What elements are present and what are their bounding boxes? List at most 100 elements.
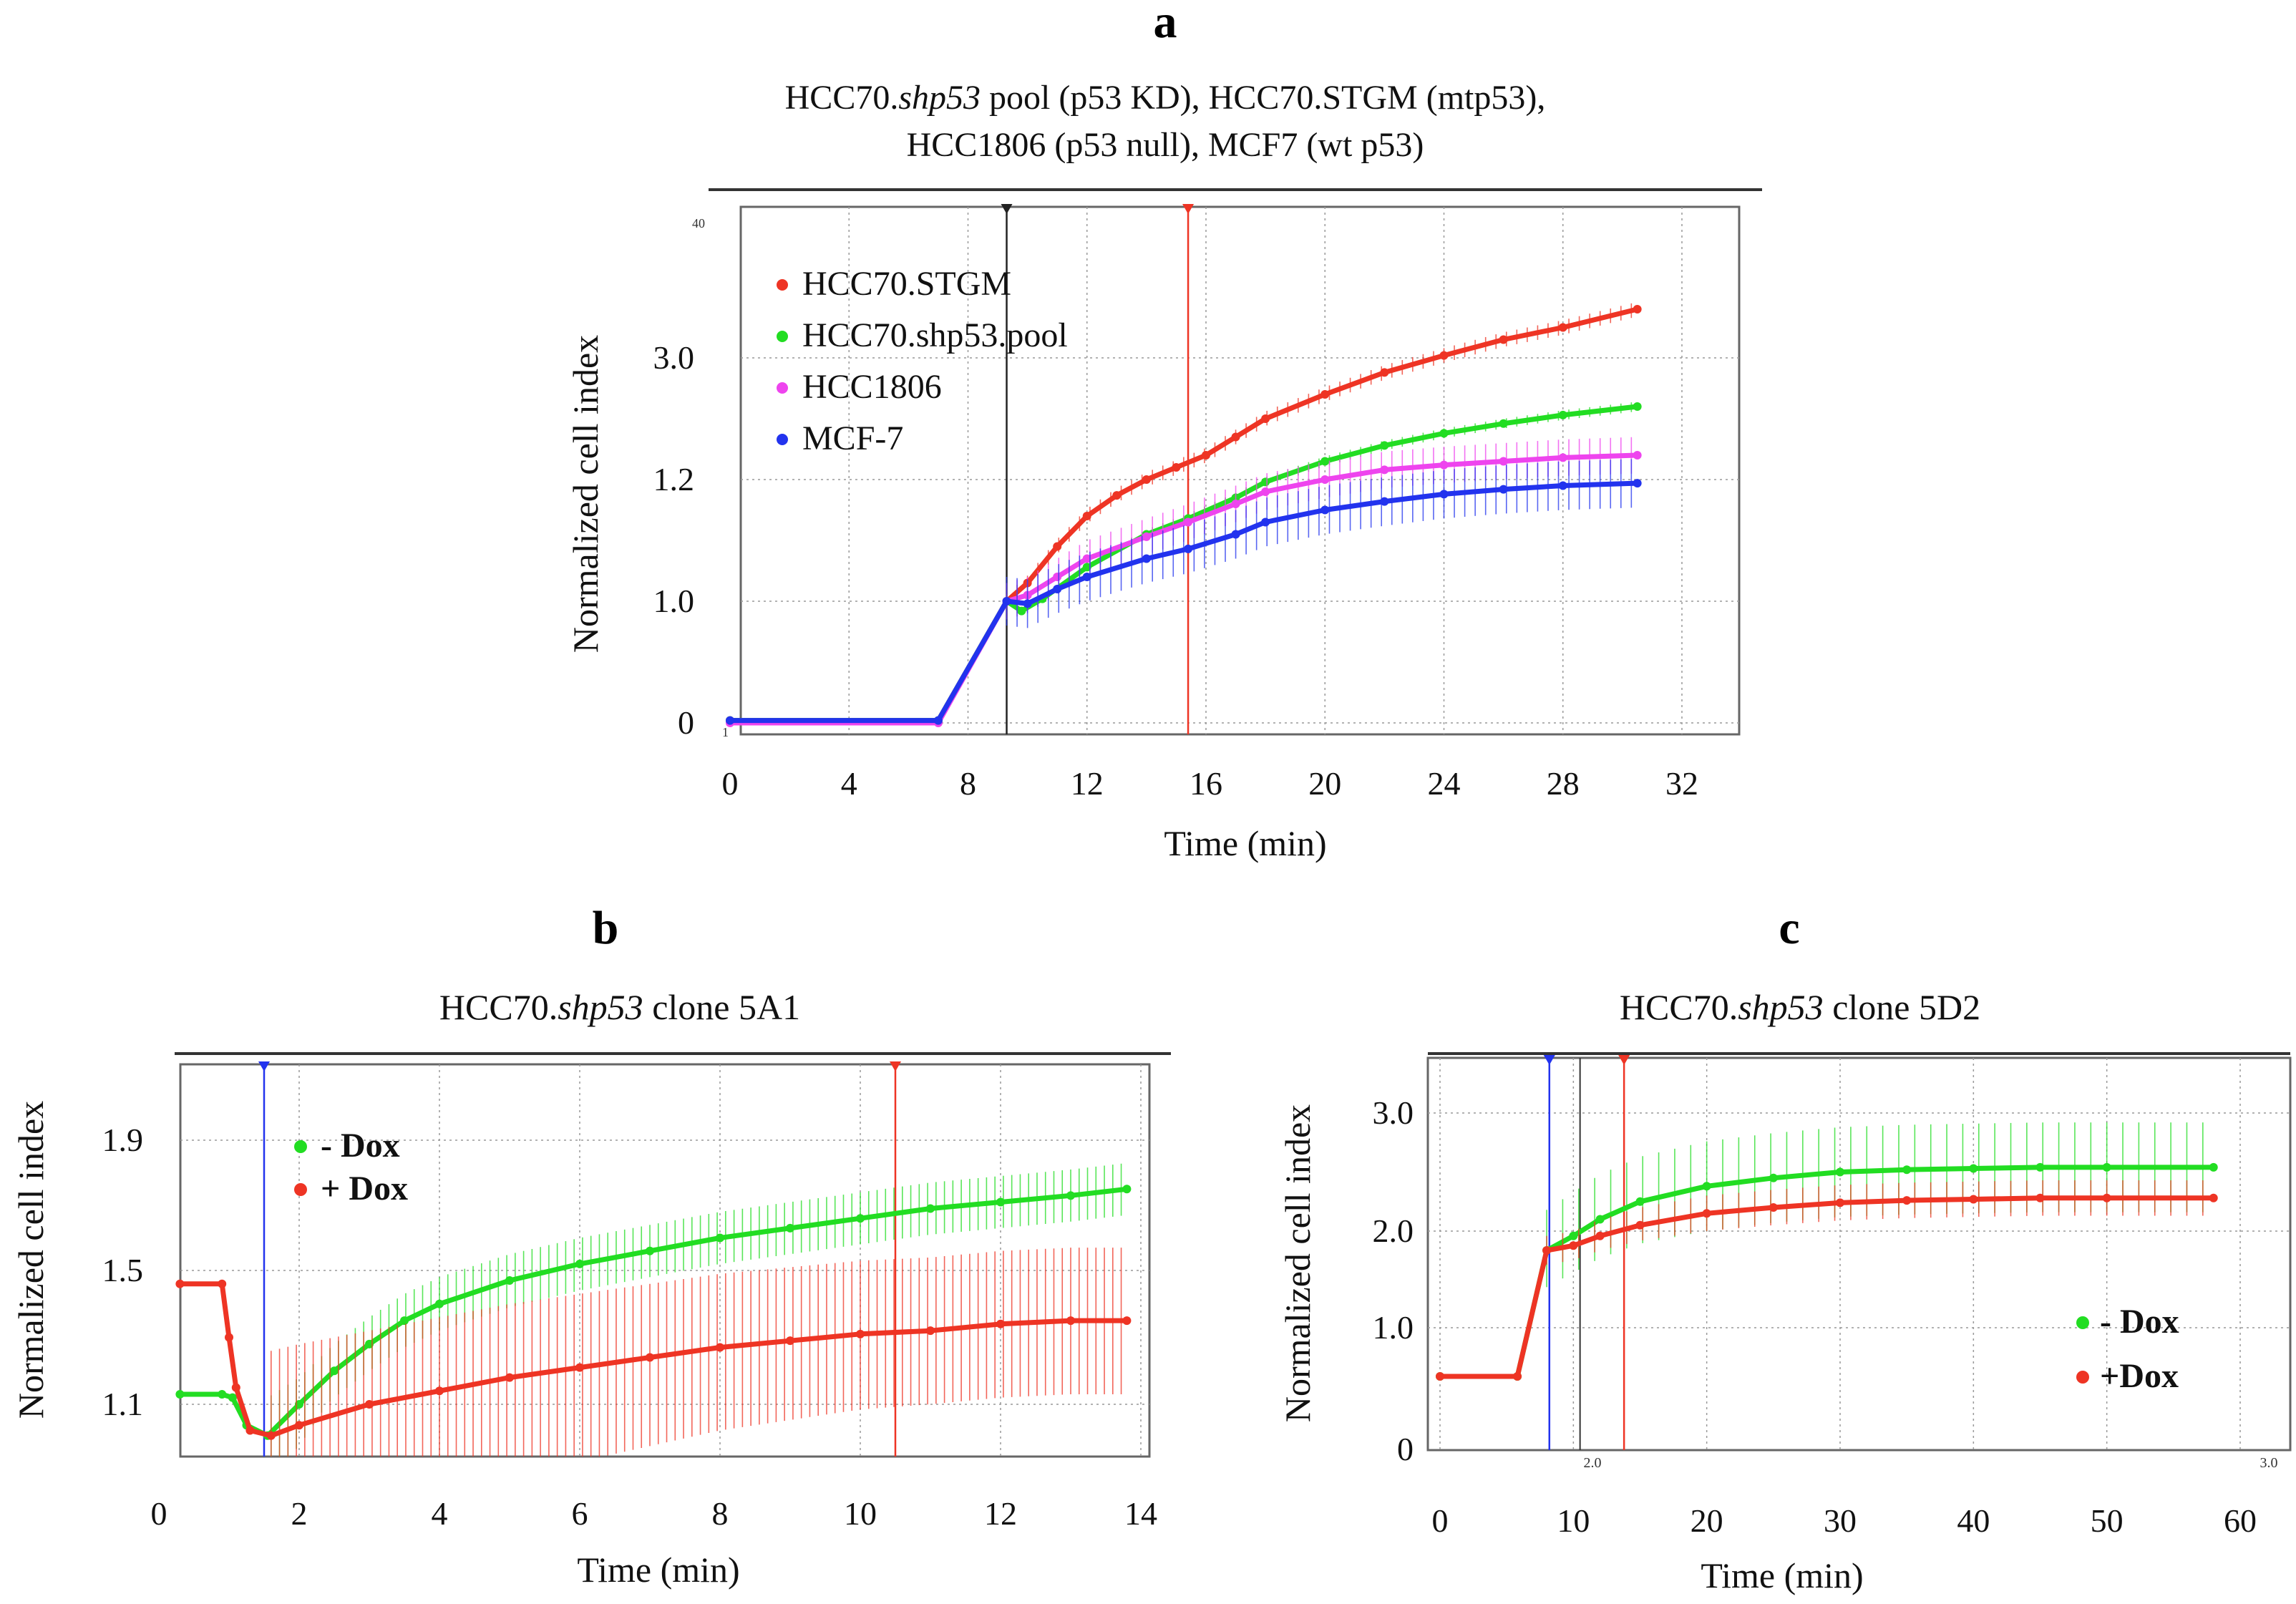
- panel-a-ylabel: Normalized cell index: [565, 335, 605, 653]
- data-point: [1231, 432, 1240, 442]
- legend-dot-red: [777, 279, 788, 291]
- data-point: [1380, 441, 1389, 450]
- data-point: [1633, 479, 1642, 488]
- data-point: [1261, 487, 1270, 496]
- data-point: [1969, 1164, 1978, 1173]
- data-point: [1633, 451, 1642, 460]
- x-tick-label: 12: [984, 1495, 1017, 1532]
- data-point: [1142, 532, 1151, 541]
- data-point: [365, 1400, 374, 1409]
- panel-c-small-tick-1: 2.0: [1584, 1455, 1602, 1471]
- data-point: [1320, 505, 1330, 515]
- data-point: [726, 716, 734, 725]
- data-point: [1595, 1231, 1605, 1240]
- data-point: [175, 1279, 185, 1288]
- panel-b-grid: [180, 1064, 1149, 1457]
- x-tick-label: 0: [722, 765, 739, 802]
- panel-b-markers: [258, 1061, 901, 1457]
- panel-c-markers: [1543, 1055, 1630, 1450]
- data-point: [295, 1400, 303, 1409]
- panel-c-title-a: HCC70.: [1620, 987, 1738, 1027]
- data-point: [218, 1389, 227, 1399]
- panel-b-xlabel: Time (min): [577, 1550, 739, 1590]
- data-point: [1142, 475, 1151, 484]
- y-tick-label: 1.0: [653, 583, 695, 619]
- panel-a-series: [726, 303, 1642, 727]
- x-tick-label: 2: [291, 1495, 308, 1532]
- legend-label: - Dox: [2100, 1303, 2179, 1341]
- data-point: [1172, 463, 1181, 472]
- panel-c-grid: [1428, 1058, 2290, 1450]
- panel-a-plot-frame: [739, 205, 1741, 736]
- panel-b-title-a: HCC70.: [439, 987, 558, 1027]
- panel-a-corner-label: 40: [692, 216, 705, 230]
- data-point: [1184, 544, 1193, 553]
- data-point: [435, 1299, 444, 1308]
- legend-dot-green: [294, 1140, 307, 1153]
- legend-label: + Dox: [321, 1170, 408, 1207]
- legend-label: - Dox: [321, 1127, 400, 1165]
- panel-a-title-line2: HCC1806 (p53 null), MCF7 (wt p53): [907, 126, 1424, 164]
- y-tick-label: 1.0: [1373, 1309, 1414, 1346]
- series-red: [1436, 1180, 2218, 1381]
- data-point: [505, 1276, 514, 1285]
- legend-dot-green: [777, 331, 788, 342]
- data-point: [1002, 597, 1011, 606]
- data-point: [1702, 1182, 1711, 1191]
- data-point: [1558, 323, 1567, 332]
- legend-dot-red: [2076, 1371, 2089, 1384]
- data-point: [1053, 542, 1062, 551]
- panel-c-series: [1436, 1122, 2218, 1381]
- data-point: [1902, 1165, 1912, 1175]
- data-point: [218, 1279, 227, 1288]
- y-tick-label: 2.0: [1373, 1212, 1414, 1249]
- data-point: [231, 1383, 240, 1392]
- series-line: [730, 306, 1638, 724]
- data-point: [1023, 599, 1032, 608]
- data-point: [225, 1333, 233, 1342]
- x-tick-label: 8: [712, 1495, 729, 1532]
- data-point: [646, 1246, 654, 1255]
- data-point: [228, 1393, 237, 1402]
- data-point: [1122, 1185, 1132, 1194]
- data-point: [1439, 460, 1449, 470]
- legend-dot-blue: [777, 434, 788, 445]
- data-point: [1439, 490, 1449, 499]
- y-tick-label: 3.0: [653, 339, 695, 376]
- data-point: [1439, 351, 1449, 360]
- data-point: [1380, 465, 1389, 475]
- data-point: [1082, 573, 1091, 581]
- series-blue: [726, 459, 1642, 725]
- data-point: [1142, 554, 1151, 563]
- data-point: [400, 1316, 409, 1326]
- data-point: [330, 1366, 339, 1376]
- x-tick-label: 10: [844, 1495, 877, 1532]
- panel-a: a HCC70.shp53 pool (p53 KD), HCC70.STGM …: [565, 0, 1762, 863]
- x-tick-label: 4: [432, 1495, 448, 1532]
- data-point: [2102, 1162, 2111, 1172]
- panel-c-title-c: clone 5D2: [1824, 987, 1980, 1027]
- panel-a-title-line1: HCC70.shp53 pool (p53 KD), HCC70.STGM (m…: [785, 79, 1546, 117]
- x-tick-label: 30: [1824, 1502, 1857, 1539]
- data-point: [856, 1214, 865, 1223]
- data-point: [575, 1259, 584, 1268]
- data-point: [1066, 1316, 1075, 1326]
- y-tick-label: 0: [678, 704, 694, 741]
- data-point: [1017, 606, 1026, 616]
- series-magenta: [726, 437, 1642, 727]
- data-point: [1231, 530, 1240, 539]
- data-point: [716, 1343, 724, 1352]
- legend-dot-red: [294, 1183, 307, 1196]
- x-tick-label: 14: [1124, 1495, 1157, 1532]
- x-tick-label: 24: [1428, 765, 1461, 802]
- data-point: [1702, 1209, 1711, 1218]
- x-tick-label: 20: [1691, 1502, 1723, 1539]
- data-point: [1499, 335, 1508, 344]
- data-point: [926, 1204, 935, 1213]
- data-point: [1082, 512, 1091, 520]
- panel-b-series: [175, 1163, 1132, 1457]
- panel-c: c HCC70.shp53 clone 5D2 0 10 20 30 40 50 60 0 1.…: [1278, 902, 2292, 1595]
- data-point: [1066, 1191, 1075, 1200]
- data-point: [1769, 1203, 1778, 1212]
- data-point: [245, 1426, 255, 1435]
